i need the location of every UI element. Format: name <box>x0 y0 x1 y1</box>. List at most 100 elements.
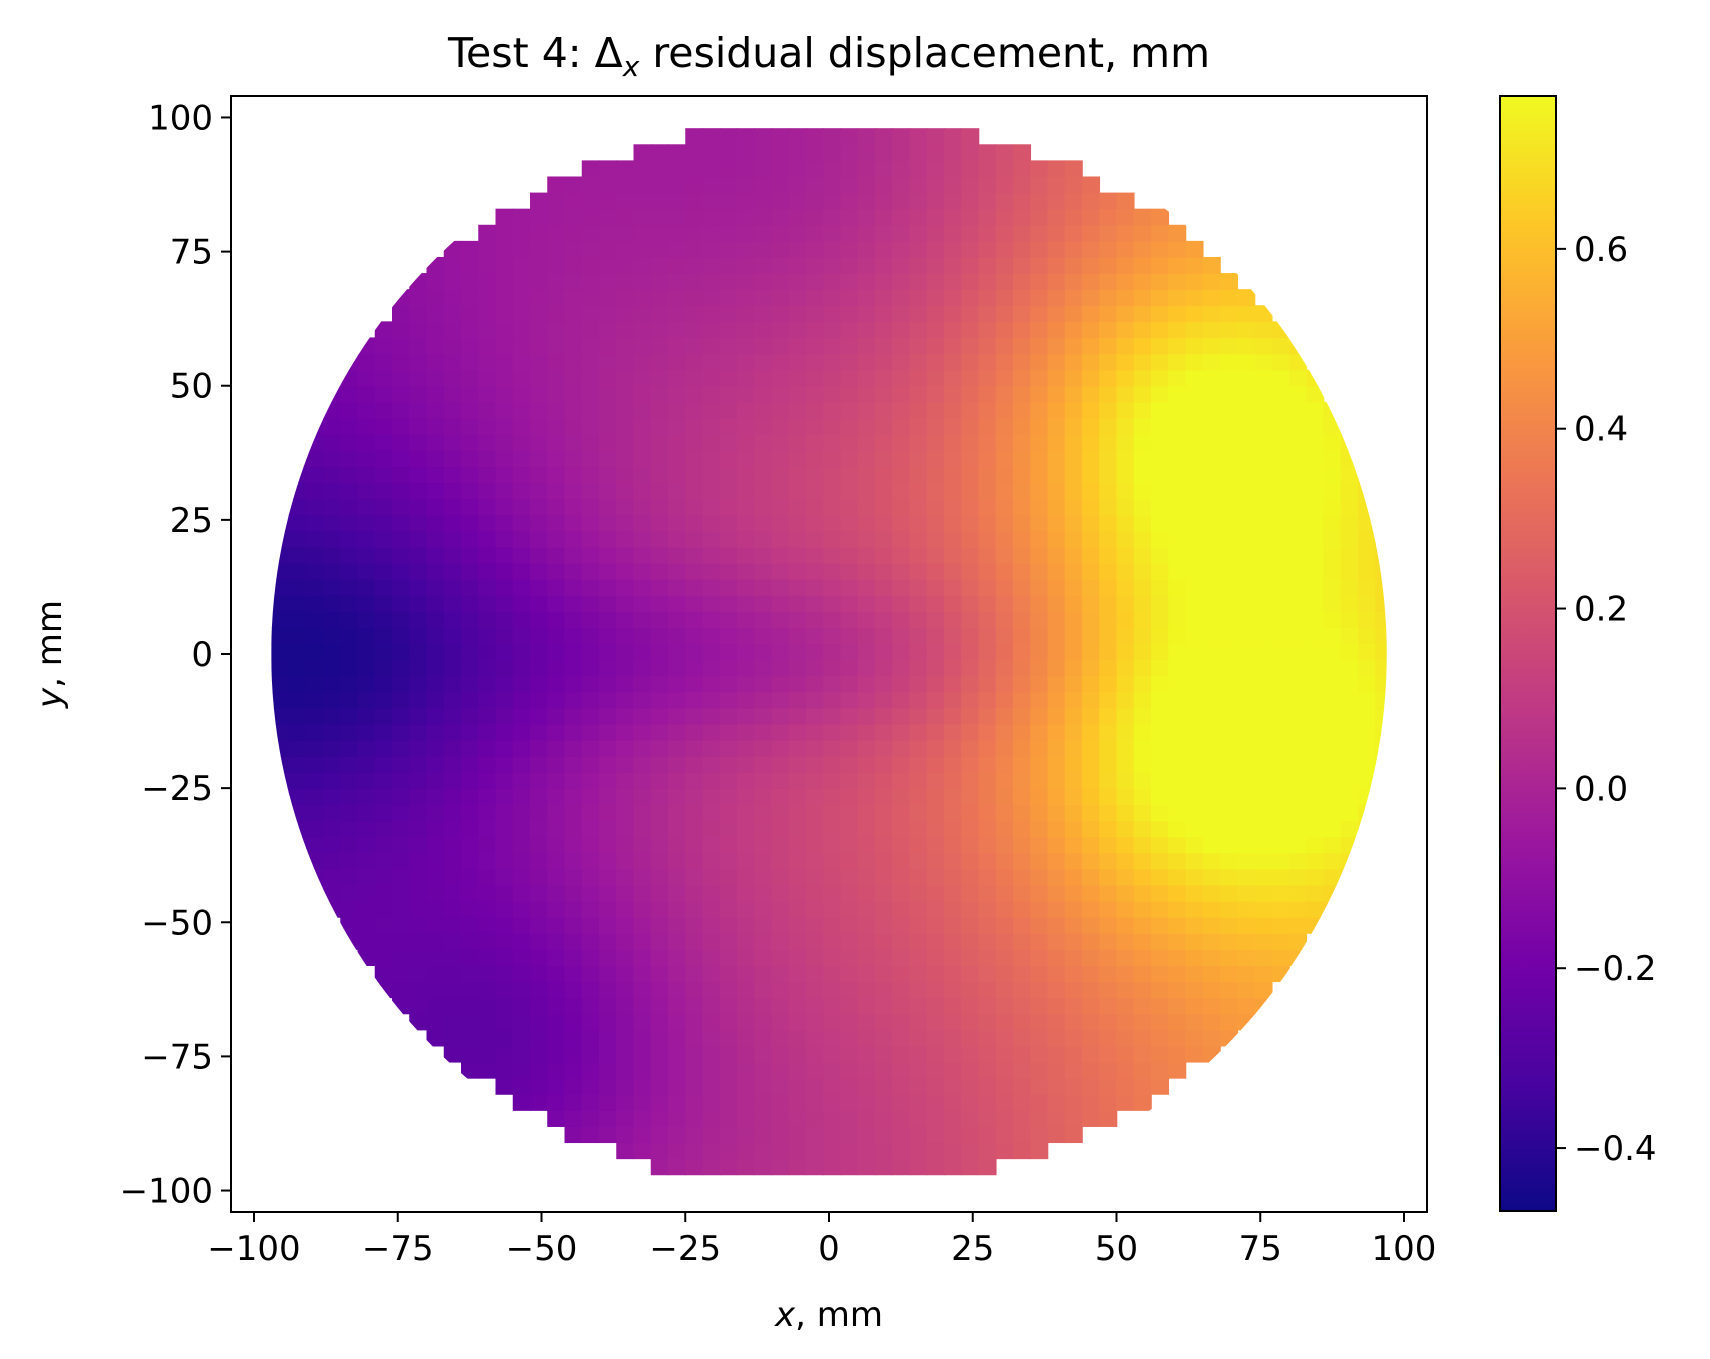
heat-cell <box>443 337 462 355</box>
heat-cell <box>1013 434 1032 451</box>
heat-cell <box>547 192 566 210</box>
heat-cell <box>961 627 980 645</box>
heat-cell <box>668 289 687 307</box>
heat-cell <box>530 466 549 484</box>
heat-cell <box>961 900 980 918</box>
heat-cell <box>616 321 635 339</box>
heat-cell <box>1133 1077 1152 1095</box>
heat-cell <box>754 417 773 435</box>
heat-cell <box>926 852 945 870</box>
heat-cell <box>443 981 462 999</box>
heat-cell <box>909 755 928 773</box>
heat-cell <box>823 144 842 162</box>
heat-cell <box>823 578 842 596</box>
heat-cell <box>823 1045 842 1063</box>
heat-cell <box>823 820 842 838</box>
heat-cell <box>1220 788 1239 806</box>
heat-cell <box>1030 256 1049 274</box>
heat-cell <box>374 337 393 355</box>
heat-cell <box>1099 240 1118 258</box>
heat-cell <box>719 369 738 387</box>
heat-cell <box>547 836 566 854</box>
heat-cell <box>1358 659 1377 677</box>
heat-cell <box>478 739 497 757</box>
heat-cell <box>1306 804 1325 822</box>
heat-cell <box>564 1061 583 1079</box>
heat-cell <box>1082 208 1101 226</box>
heat-cell <box>1185 305 1204 323</box>
heat-cell <box>650 337 669 355</box>
heat-cell <box>1151 884 1170 902</box>
heat-cell <box>1013 176 1032 194</box>
heat-cell <box>650 691 669 709</box>
heat-cell <box>1133 755 1152 773</box>
heat-cell <box>719 450 738 468</box>
heat-cell <box>875 369 894 387</box>
heat-cell <box>909 353 928 371</box>
heat-cell <box>806 546 825 564</box>
heat-cell <box>840 643 859 661</box>
heat-cell <box>754 836 773 854</box>
heat-cell <box>754 369 773 387</box>
heat-cell <box>1185 594 1204 612</box>
heat-cell <box>771 643 790 661</box>
heat-cell <box>323 772 342 789</box>
heat-cell <box>1082 965 1101 983</box>
heat-cell <box>944 160 963 178</box>
heat-cell <box>926 1045 945 1063</box>
heat-cell <box>702 788 721 806</box>
heat-cell <box>581 305 600 323</box>
heat-cell <box>374 788 393 806</box>
heat-cell <box>478 755 497 773</box>
heat-cell <box>875 997 894 1015</box>
heat-cell <box>1271 434 1290 451</box>
heat-cell <box>875 1126 894 1144</box>
heat-cell <box>633 546 652 564</box>
heat-cell <box>719 627 738 645</box>
heat-cell <box>512 965 531 983</box>
heat-cell <box>944 369 963 387</box>
heat-cell <box>564 691 583 709</box>
heat-cell <box>357 755 376 773</box>
heat-cell <box>1133 401 1152 419</box>
heat-cell <box>806 820 825 838</box>
heat-cell <box>961 546 980 564</box>
heat-cell <box>633 256 652 274</box>
heat-cell <box>719 788 738 806</box>
heat-cell <box>909 1110 928 1127</box>
x-tick-label: 25 <box>951 1229 994 1269</box>
heat-cell <box>1220 337 1239 355</box>
heat-cell <box>1099 1093 1118 1111</box>
y-tick-label: −25 <box>141 769 213 809</box>
heat-cell <box>392 965 411 983</box>
heat-cell <box>995 627 1014 645</box>
heat-cell <box>840 1077 859 1095</box>
heat-cell <box>1306 900 1325 918</box>
heat-cell <box>357 611 376 628</box>
heat-cell <box>1306 723 1325 741</box>
heat-cell <box>1220 305 1239 323</box>
heat-cell <box>702 739 721 757</box>
heat-cell <box>754 981 773 999</box>
heat-cell <box>495 562 514 580</box>
heat-cell <box>426 385 445 403</box>
heat-cell <box>857 514 876 532</box>
heat-cell <box>1271 933 1290 950</box>
heat-cell <box>1047 562 1066 580</box>
heat-cell <box>788 273 807 290</box>
heat-cell <box>1220 353 1239 371</box>
heat-cell <box>616 240 635 258</box>
heat-cell <box>1306 884 1325 902</box>
heat-cell <box>547 240 566 258</box>
heat-cell <box>823 1110 842 1127</box>
heat-cell <box>1323 723 1342 741</box>
heat-cell <box>443 788 462 806</box>
heat-cell <box>875 498 894 516</box>
heat-cell <box>443 369 462 387</box>
heat-cell <box>1030 1142 1049 1160</box>
heat-cell <box>1013 643 1032 661</box>
heat-cell <box>944 1045 963 1063</box>
heat-cell <box>995 321 1014 339</box>
heat-cell <box>961 836 980 854</box>
heat-cell <box>788 208 807 226</box>
